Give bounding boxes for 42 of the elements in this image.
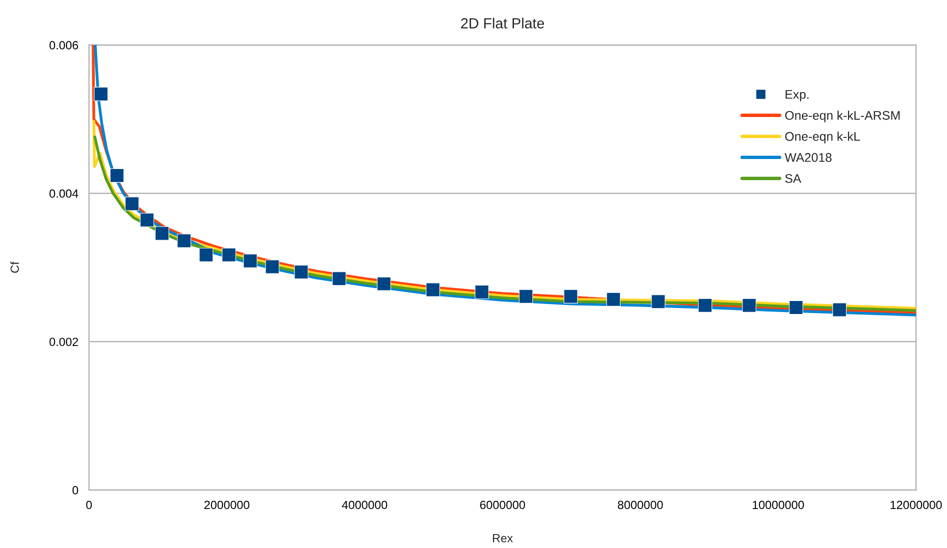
point <box>294 264 308 279</box>
x-tick-label: 4000000 <box>342 500 388 510</box>
x-tick-label: 6000000 <box>480 500 526 510</box>
legend-label: One-eqn k-kL <box>785 132 860 144</box>
point <box>94 86 108 101</box>
point <box>651 294 666 309</box>
point <box>199 248 214 262</box>
point <box>564 289 578 304</box>
legend-label: WA2018 <box>784 153 832 162</box>
x-tick-label: 0 <box>86 500 92 510</box>
point <box>742 298 756 312</box>
point <box>332 272 346 286</box>
x-tick-label: 8000000 <box>618 500 663 510</box>
y-tick-label: 0 <box>72 486 78 494</box>
point <box>155 226 170 240</box>
y-tick-label: 0.006 <box>50 41 78 50</box>
point <box>832 302 847 317</box>
point <box>243 254 258 268</box>
point <box>124 196 140 211</box>
legend-label: SA <box>785 174 802 183</box>
y-tick-label: 0.002 <box>50 338 78 346</box>
point <box>376 276 392 291</box>
point <box>177 234 192 248</box>
x-tick-label: 12000000 <box>890 500 942 510</box>
point <box>222 248 236 262</box>
point <box>518 289 533 304</box>
point <box>474 284 489 300</box>
point <box>606 292 621 306</box>
x-axis-title: Rex <box>492 534 513 542</box>
y-axis-title: Cf <box>10 262 19 273</box>
y-tick-label: 0.004 <box>50 189 78 198</box>
point <box>140 212 154 228</box>
legend-label: One-eqn k-kL-ARSM <box>785 110 900 122</box>
point <box>698 298 712 312</box>
legend-label: Exp. <box>786 90 808 102</box>
point <box>110 168 124 183</box>
point <box>789 300 804 315</box>
point <box>265 260 280 274</box>
point <box>426 282 440 297</box>
chart-title: 2D Flat Plate <box>461 18 544 28</box>
x-tick-label: 10000000 <box>752 500 804 510</box>
x-tick-label: 2000000 <box>204 500 250 510</box>
